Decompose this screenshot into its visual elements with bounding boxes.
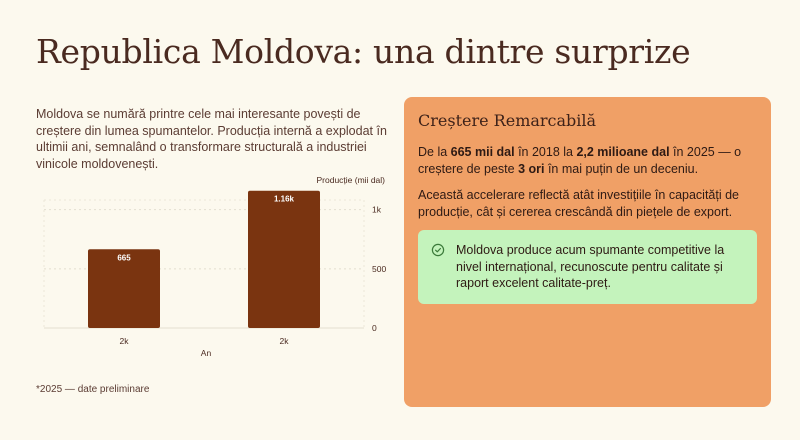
card-title: Creștere Remarcabilă: [418, 111, 597, 130]
bar: [88, 249, 160, 328]
bar: [248, 190, 320, 328]
growth-card: Creștere Remarcabilă De la 665 mii dal î…: [404, 97, 771, 407]
chart-x-ticks: 2k 2k: [120, 336, 290, 346]
callout-text: Moldova produce acum spumante competitiv…: [456, 243, 725, 290]
y-tick-label: 0: [372, 323, 377, 333]
card-highlight-2018: 665 mii dal: [450, 145, 515, 159]
x-tick-label: 2k: [120, 336, 130, 346]
card-paragraph-growth: De la 665 mii dal în 2018 la 2,2 milioan…: [418, 144, 757, 177]
chart-bars: 665 1.16k: [88, 190, 320, 328]
chart-y-ticks: 0 500 1k: [372, 205, 386, 333]
y-tick-label: 500: [372, 264, 386, 274]
card-highlight-2025: 2,2 milioane dal: [576, 145, 670, 159]
page-title: Republica Moldova: una dintre surprize: [36, 32, 691, 71]
footnote: *2025 — date preliminare: [36, 384, 150, 395]
card-text: în 2025 — o creștere de peste: [418, 145, 742, 176]
production-bar-chart: 0 500 1k 665 1.16k 2k 2k Producție (mii dal)…: [43, 175, 386, 358]
card-paragraph-reason: Această accelerare reflectă atât investi…: [418, 188, 740, 219]
card-text: în 2018 la: [514, 145, 577, 159]
intro-paragraph: Moldova se numără printre cele mai inter…: [36, 107, 387, 171]
bar-data-label: 665: [117, 253, 131, 262]
x-tick-label: 2k: [280, 336, 290, 346]
card-text: De la: [418, 145, 451, 159]
card-text: în mai puțin de un deceniu.: [544, 161, 699, 176]
card-highlight-multiplier: 3 ori: [518, 161, 545, 176]
bar-data-label: 1.16k: [274, 195, 295, 204]
check-circle-icon: [431, 243, 445, 257]
chart-x-axis-label: An: [201, 348, 212, 358]
chart-y-axis-label: Producție (mii dal): [317, 175, 386, 185]
y-tick-label: 1k: [372, 205, 382, 215]
callout-box: Moldova produce acum spumante competitiv…: [418, 230, 757, 304]
